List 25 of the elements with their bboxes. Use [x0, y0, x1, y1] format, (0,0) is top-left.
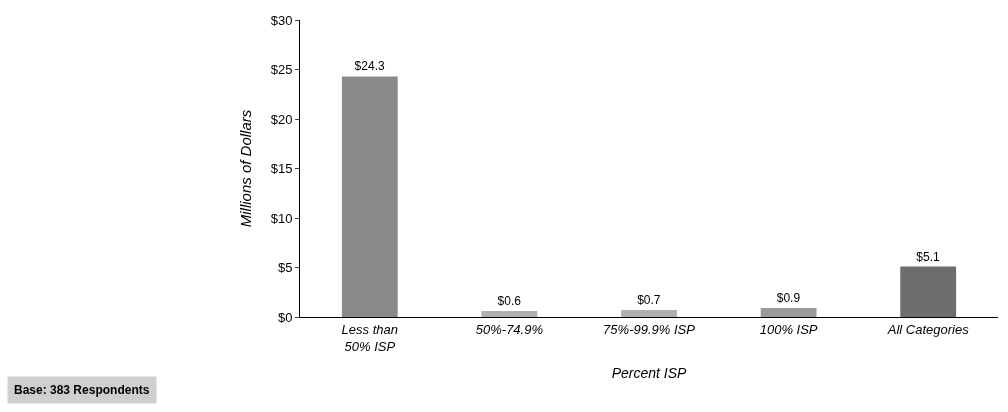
bar [481, 311, 538, 317]
y-tick-label: $25 [270, 62, 293, 78]
y-tick-label: $15 [270, 161, 293, 177]
x-tick-label: 100% ISP [759, 321, 818, 337]
x-axis-title: Percent ISP [611, 364, 688, 381]
bar [760, 308, 817, 317]
bar [621, 310, 677, 317]
y-tick-label: $10 [270, 210, 293, 226]
x-tick-label: 75%-99.9% ISP [603, 321, 696, 337]
data-label: $0.7 [637, 293, 661, 308]
x-tick-label: 50%-74.9% [475, 321, 544, 337]
y-tick-label: $0 [277, 309, 293, 325]
data-label: $24.3 [354, 59, 385, 74]
data-label: $5.1 [916, 249, 941, 264]
bar [900, 266, 957, 317]
bar [341, 76, 398, 317]
y-tick-label: $20 [270, 111, 293, 127]
x-tick-label: Less than 50% ISP [341, 321, 398, 354]
x-tick-label: All Categories [886, 321, 970, 337]
y-tick-label: $5 [277, 260, 293, 276]
y-axis-title: Millions of Dollars [236, 109, 254, 228]
data-label: $0.9 [776, 291, 801, 306]
y-tick-label: $30 [270, 12, 293, 28]
data-label: $0.6 [497, 294, 522, 309]
text: Base: 383 Respondents [14, 383, 150, 397]
